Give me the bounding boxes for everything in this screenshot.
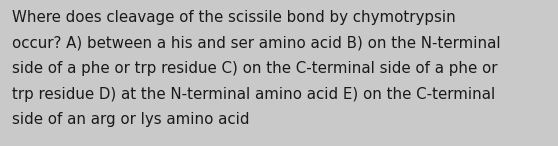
Text: side of a phe or trp residue C) on the C-terminal side of a phe or: side of a phe or trp residue C) on the C… — [12, 61, 498, 76]
Text: occur? A) between a his and ser amino acid B) on the N-terminal: occur? A) between a his and ser amino ac… — [12, 36, 501, 51]
Text: side of an arg or lys amino acid: side of an arg or lys amino acid — [12, 112, 250, 127]
Text: Where does cleavage of the scissile bond by chymotrypsin: Where does cleavage of the scissile bond… — [12, 10, 456, 25]
Text: trp residue D) at the N-terminal amino acid E) on the C-terminal: trp residue D) at the N-terminal amino a… — [12, 87, 496, 102]
